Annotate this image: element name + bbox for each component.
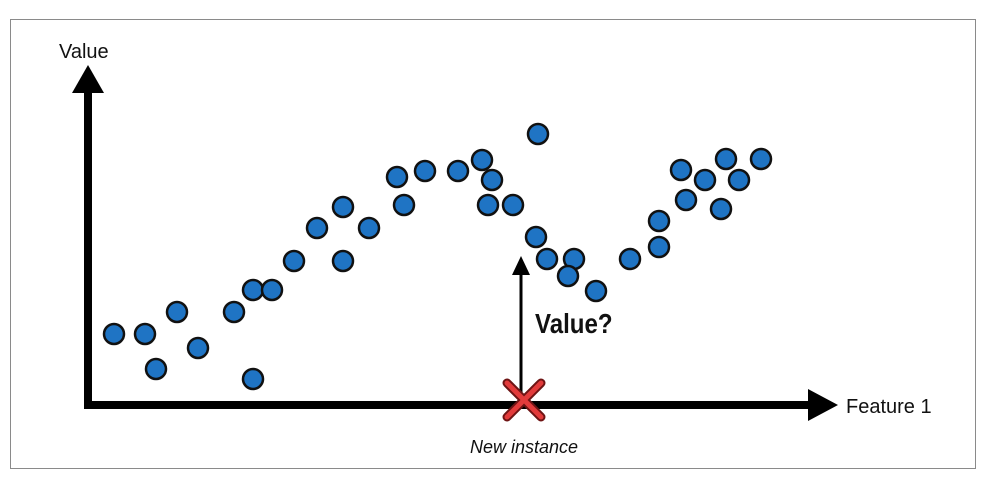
new-instance-x-mark-icon — [502, 378, 546, 422]
query-label: Value? — [535, 307, 613, 339]
data-point-9 — [260, 278, 284, 302]
data-point-17 — [413, 159, 437, 183]
new-instance-label: New instance — [470, 437, 578, 457]
data-point-22 — [501, 193, 525, 217]
y-axis-label: Value — [59, 41, 109, 63]
x-axis-label: Feature 1 — [846, 396, 932, 418]
data-points — [102, 122, 773, 391]
data-point-38 — [749, 147, 773, 171]
data-point-27 — [556, 264, 580, 288]
data-point-10 — [282, 249, 306, 273]
data-point-29 — [618, 247, 642, 271]
data-point-4 — [165, 300, 189, 324]
data-point-13 — [331, 195, 355, 219]
data-point-1 — [102, 322, 126, 346]
data-point-19 — [470, 148, 494, 172]
data-point-18 — [446, 159, 470, 183]
data-point-24 — [524, 225, 548, 249]
figure-frame: Value Feature 1 Value? New instance — [10, 19, 976, 469]
data-point-20 — [480, 168, 504, 192]
data-point-14 — [357, 216, 381, 240]
data-point-16 — [392, 193, 416, 217]
data-point-37 — [727, 168, 751, 192]
x-axis-arrowhead-icon — [808, 389, 838, 421]
data-point-8 — [241, 367, 265, 391]
data-point-2 — [133, 322, 157, 346]
data-point-6 — [222, 300, 246, 324]
data-point-30 — [647, 235, 671, 259]
data-point-28 — [584, 279, 608, 303]
data-point-32 — [669, 158, 693, 182]
data-point-21 — [476, 193, 500, 217]
knn-regression-diagram: Value Feature 1 Value? New instance — [59, 41, 932, 457]
data-point-33 — [674, 188, 698, 212]
y-axis-arrowhead-icon — [72, 65, 104, 93]
data-point-3 — [144, 357, 168, 381]
data-point-12 — [331, 249, 355, 273]
data-point-36 — [709, 197, 733, 221]
data-point-34 — [693, 168, 717, 192]
data-point-11 — [305, 216, 329, 240]
data-point-7 — [241, 278, 265, 302]
data-point-35 — [714, 147, 738, 171]
data-point-23 — [526, 122, 550, 146]
data-point-15 — [385, 165, 409, 189]
data-point-5 — [186, 336, 210, 360]
data-point-31 — [647, 209, 671, 233]
data-point-25 — [535, 247, 559, 271]
query-arrowhead-icon — [512, 256, 530, 275]
